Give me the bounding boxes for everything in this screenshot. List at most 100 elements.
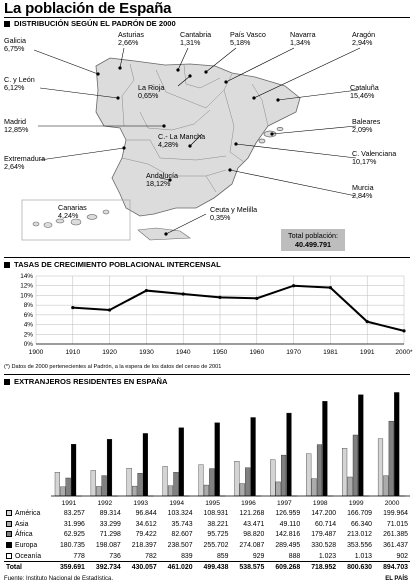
region-label-castilla-la-mancha: C.- La Mancha 4,28% [158, 132, 206, 150]
table-cell: 499.438 [194, 561, 231, 573]
bar-america [234, 461, 240, 497]
table-cell: 34.612 [135, 520, 157, 528]
series-name: Oceanía [15, 552, 42, 560]
bar-america [270, 459, 276, 497]
bar-asia [347, 476, 353, 497]
x-tick-label: 1960 [249, 349, 264, 356]
series-name: Europa [15, 542, 38, 550]
region-label-madrid: Madrid 12,85% [4, 117, 29, 135]
bar-asia [311, 478, 317, 497]
x-tick-label: 1991 [360, 349, 375, 356]
table-cell: 392.734 [86, 561, 123, 573]
region-label-extremadura: Extremadura 2,64% [4, 154, 46, 172]
bar-america [306, 453, 312, 497]
growth-data-point [71, 305, 75, 310]
y-tick-label: 6% [24, 312, 34, 319]
table-cell: 82.607 [171, 531, 193, 539]
table-cell: 71.015 [386, 520, 408, 528]
bar-asia [96, 486, 102, 497]
year-label: 2000 [385, 500, 400, 507]
region-label-cantabria: Cantabria 1,31% [180, 30, 212, 48]
region-label-ceuta-melilla: Ceuta y Melilla 0,35% [210, 205, 258, 223]
foreign-section-heading: EXTRANJEROS RESIDENTES EN ESPAÑA [4, 377, 167, 386]
canarias-frame [21, 199, 131, 241]
growth-data-point [218, 295, 222, 299]
y-tick-label: 2% [24, 331, 34, 338]
series-name: América [15, 509, 41, 517]
bar-america [377, 438, 384, 497]
growth-data-point [108, 308, 112, 312]
table-cell: 198.087 [95, 542, 121, 550]
table-cell: 96.844 [135, 509, 157, 517]
table-cell: 800.630 [338, 561, 375, 573]
bar-asia [132, 485, 138, 497]
bar-america [90, 470, 96, 497]
total-label: Total [4, 561, 51, 573]
year-label: 1991 [62, 500, 77, 507]
table-cell: 929 [252, 552, 265, 560]
x-tick-label: 1900 [29, 349, 44, 356]
x-tick-label: 2000* [395, 349, 413, 356]
growth-data-point [365, 320, 369, 324]
table-cell: 1.013 [354, 552, 373, 560]
x-tick-label: 1920 [102, 349, 117, 356]
bar-america [198, 464, 204, 497]
table-cell: 361.437 [383, 542, 408, 550]
bar-asia [203, 484, 209, 497]
table-cell: 89.314 [99, 509, 121, 517]
bar-europa [178, 427, 184, 497]
bar-africa [316, 444, 323, 497]
year-label: 1994 [169, 500, 184, 507]
section-rule [4, 374, 410, 375]
region-label-c-valenciana: C. Valenciana 10,17% [352, 149, 397, 167]
table-row: América 83.257 89.314 96.844 103.324 108.931 1… [4, 508, 410, 519]
x-tick-label: 1940 [176, 349, 191, 356]
legend-swatch [6, 509, 12, 516]
bar-africa [245, 467, 251, 497]
total-population-value: 40.499.791 [295, 240, 331, 249]
bar-europa [71, 444, 77, 497]
table-cell: 62.925 [63, 531, 85, 539]
legend-swatch [6, 542, 12, 549]
table-cell: 95.725 [207, 531, 229, 539]
table-cell: 888 [288, 552, 301, 560]
bar-africa [137, 473, 143, 497]
bar-africa [101, 475, 107, 497]
region-label-murcia: Murcia 2,84% [352, 183, 374, 201]
bar-europa [106, 439, 113, 497]
legend-swatch [6, 520, 12, 527]
foreign-residents-table: América 83.257 89.314 96.844 103.324 108.931 1… [4, 508, 410, 573]
x-tick-label: 1910 [65, 349, 80, 356]
table-cell: 121.268 [239, 509, 265, 517]
region-label-aragon: Aragón 2,94% [352, 30, 376, 48]
total-population-label: Total población: [288, 231, 338, 240]
growth-data-point [255, 296, 259, 300]
table-cell: 98.820 [243, 531, 265, 539]
growth-line-chart: 0% 2% 4% 6% 8% 10% 12% 14% 1900 1910 1920 1930 1940 1… [20, 273, 413, 356]
table-cell: 859 [216, 552, 229, 560]
section-rule [4, 257, 410, 258]
x-tick-label: 1950 [213, 349, 228, 356]
year-label: 1997 [277, 500, 292, 507]
growth-data-point [402, 329, 406, 333]
x-tick-label: 1930 [139, 349, 154, 356]
y-tick-label: 8% [24, 302, 34, 309]
table-cell: 894.703 [374, 561, 410, 573]
table-cell: 778 [73, 552, 85, 560]
table-cell: 782 [145, 552, 157, 560]
table-cell: 60.714 [315, 520, 337, 528]
bar-europa [142, 433, 148, 497]
year-label: 1998 [313, 500, 328, 507]
series-label: África [4, 530, 51, 541]
bar-europa [358, 394, 364, 497]
bar-america [342, 448, 348, 497]
region-label-canarias: Canarias 4,24% [58, 203, 87, 221]
section-marker-icon [4, 261, 10, 268]
growth-data-point [144, 288, 148, 293]
bar-europa [250, 417, 256, 497]
table-cell: 83.257 [63, 509, 85, 517]
series-label: Oceanía [4, 551, 51, 562]
table-cell: 66.340 [350, 520, 373, 528]
bar-europa [394, 392, 400, 497]
table-cell: 218.397 [131, 542, 157, 550]
